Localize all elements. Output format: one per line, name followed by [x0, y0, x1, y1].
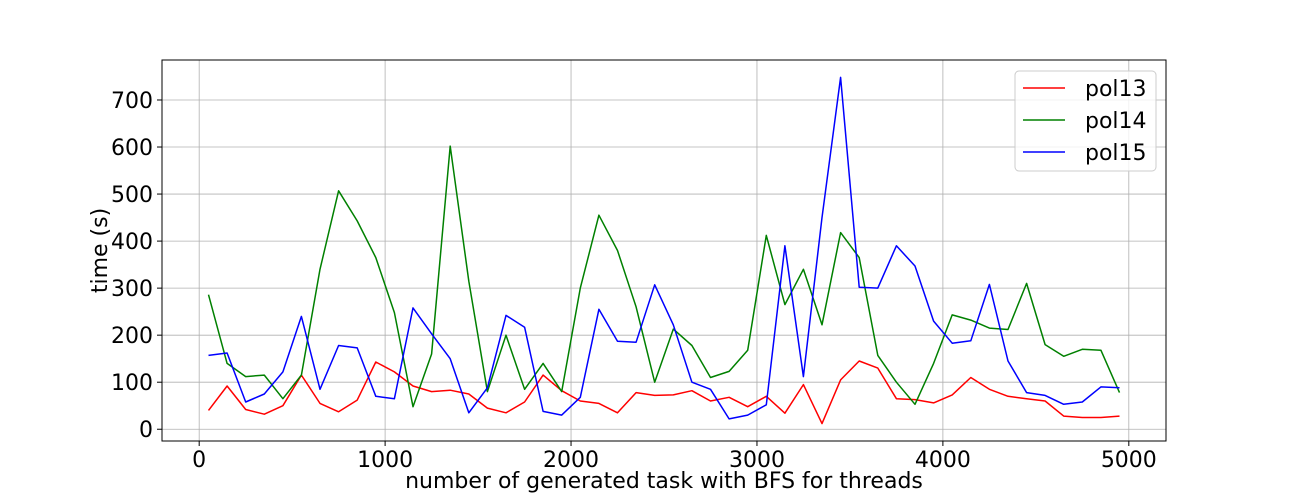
y-axis-ticks: 0 100 200 300 400 500 600 700 — [111, 89, 162, 443]
series-line-pol15 — [208, 76, 1120, 420]
x-axis-label: number of generated task with BFS for th… — [405, 469, 923, 494]
y-tick-label: 700 — [111, 89, 153, 114]
y-tick-label: 500 — [111, 183, 153, 208]
x-tick-label: 2000 — [543, 448, 599, 473]
legend-label-pol14: pol14 — [1085, 109, 1147, 134]
x-tick-label: 1000 — [357, 448, 413, 473]
plot-frame — [161, 59, 1167, 442]
y-tick-label: 300 — [111, 277, 153, 302]
y-tick-label: 200 — [111, 324, 153, 349]
legend-box — [1014, 70, 1157, 172]
y-tick-label: 600 — [111, 136, 153, 161]
y-tick-label: 400 — [111, 230, 153, 255]
legend: pol13 pol14 pol15 — [1014, 70, 1157, 172]
series-line-pol14 — [207, 145, 1121, 408]
x-tick-label: 4000 — [915, 448, 971, 473]
x-axis-ticks: 0 1000 2000 3000 4000 5000 — [192, 441, 1157, 473]
x-tick-label: 3000 — [729, 448, 785, 473]
y-tick-label: 0 — [139, 418, 153, 443]
series-lines — [207, 76, 1121, 425]
legend-label-pol15: pol15 — [1085, 141, 1147, 166]
x-tick-label: 0 — [192, 448, 206, 473]
y-tick-label: 100 — [111, 371, 153, 396]
x-tick-label: 5000 — [1101, 448, 1157, 473]
y-axis-label: time (s) — [88, 208, 113, 293]
series-line-pol13 — [207, 360, 1120, 425]
legend-label-pol13: pol13 — [1085, 77, 1147, 102]
